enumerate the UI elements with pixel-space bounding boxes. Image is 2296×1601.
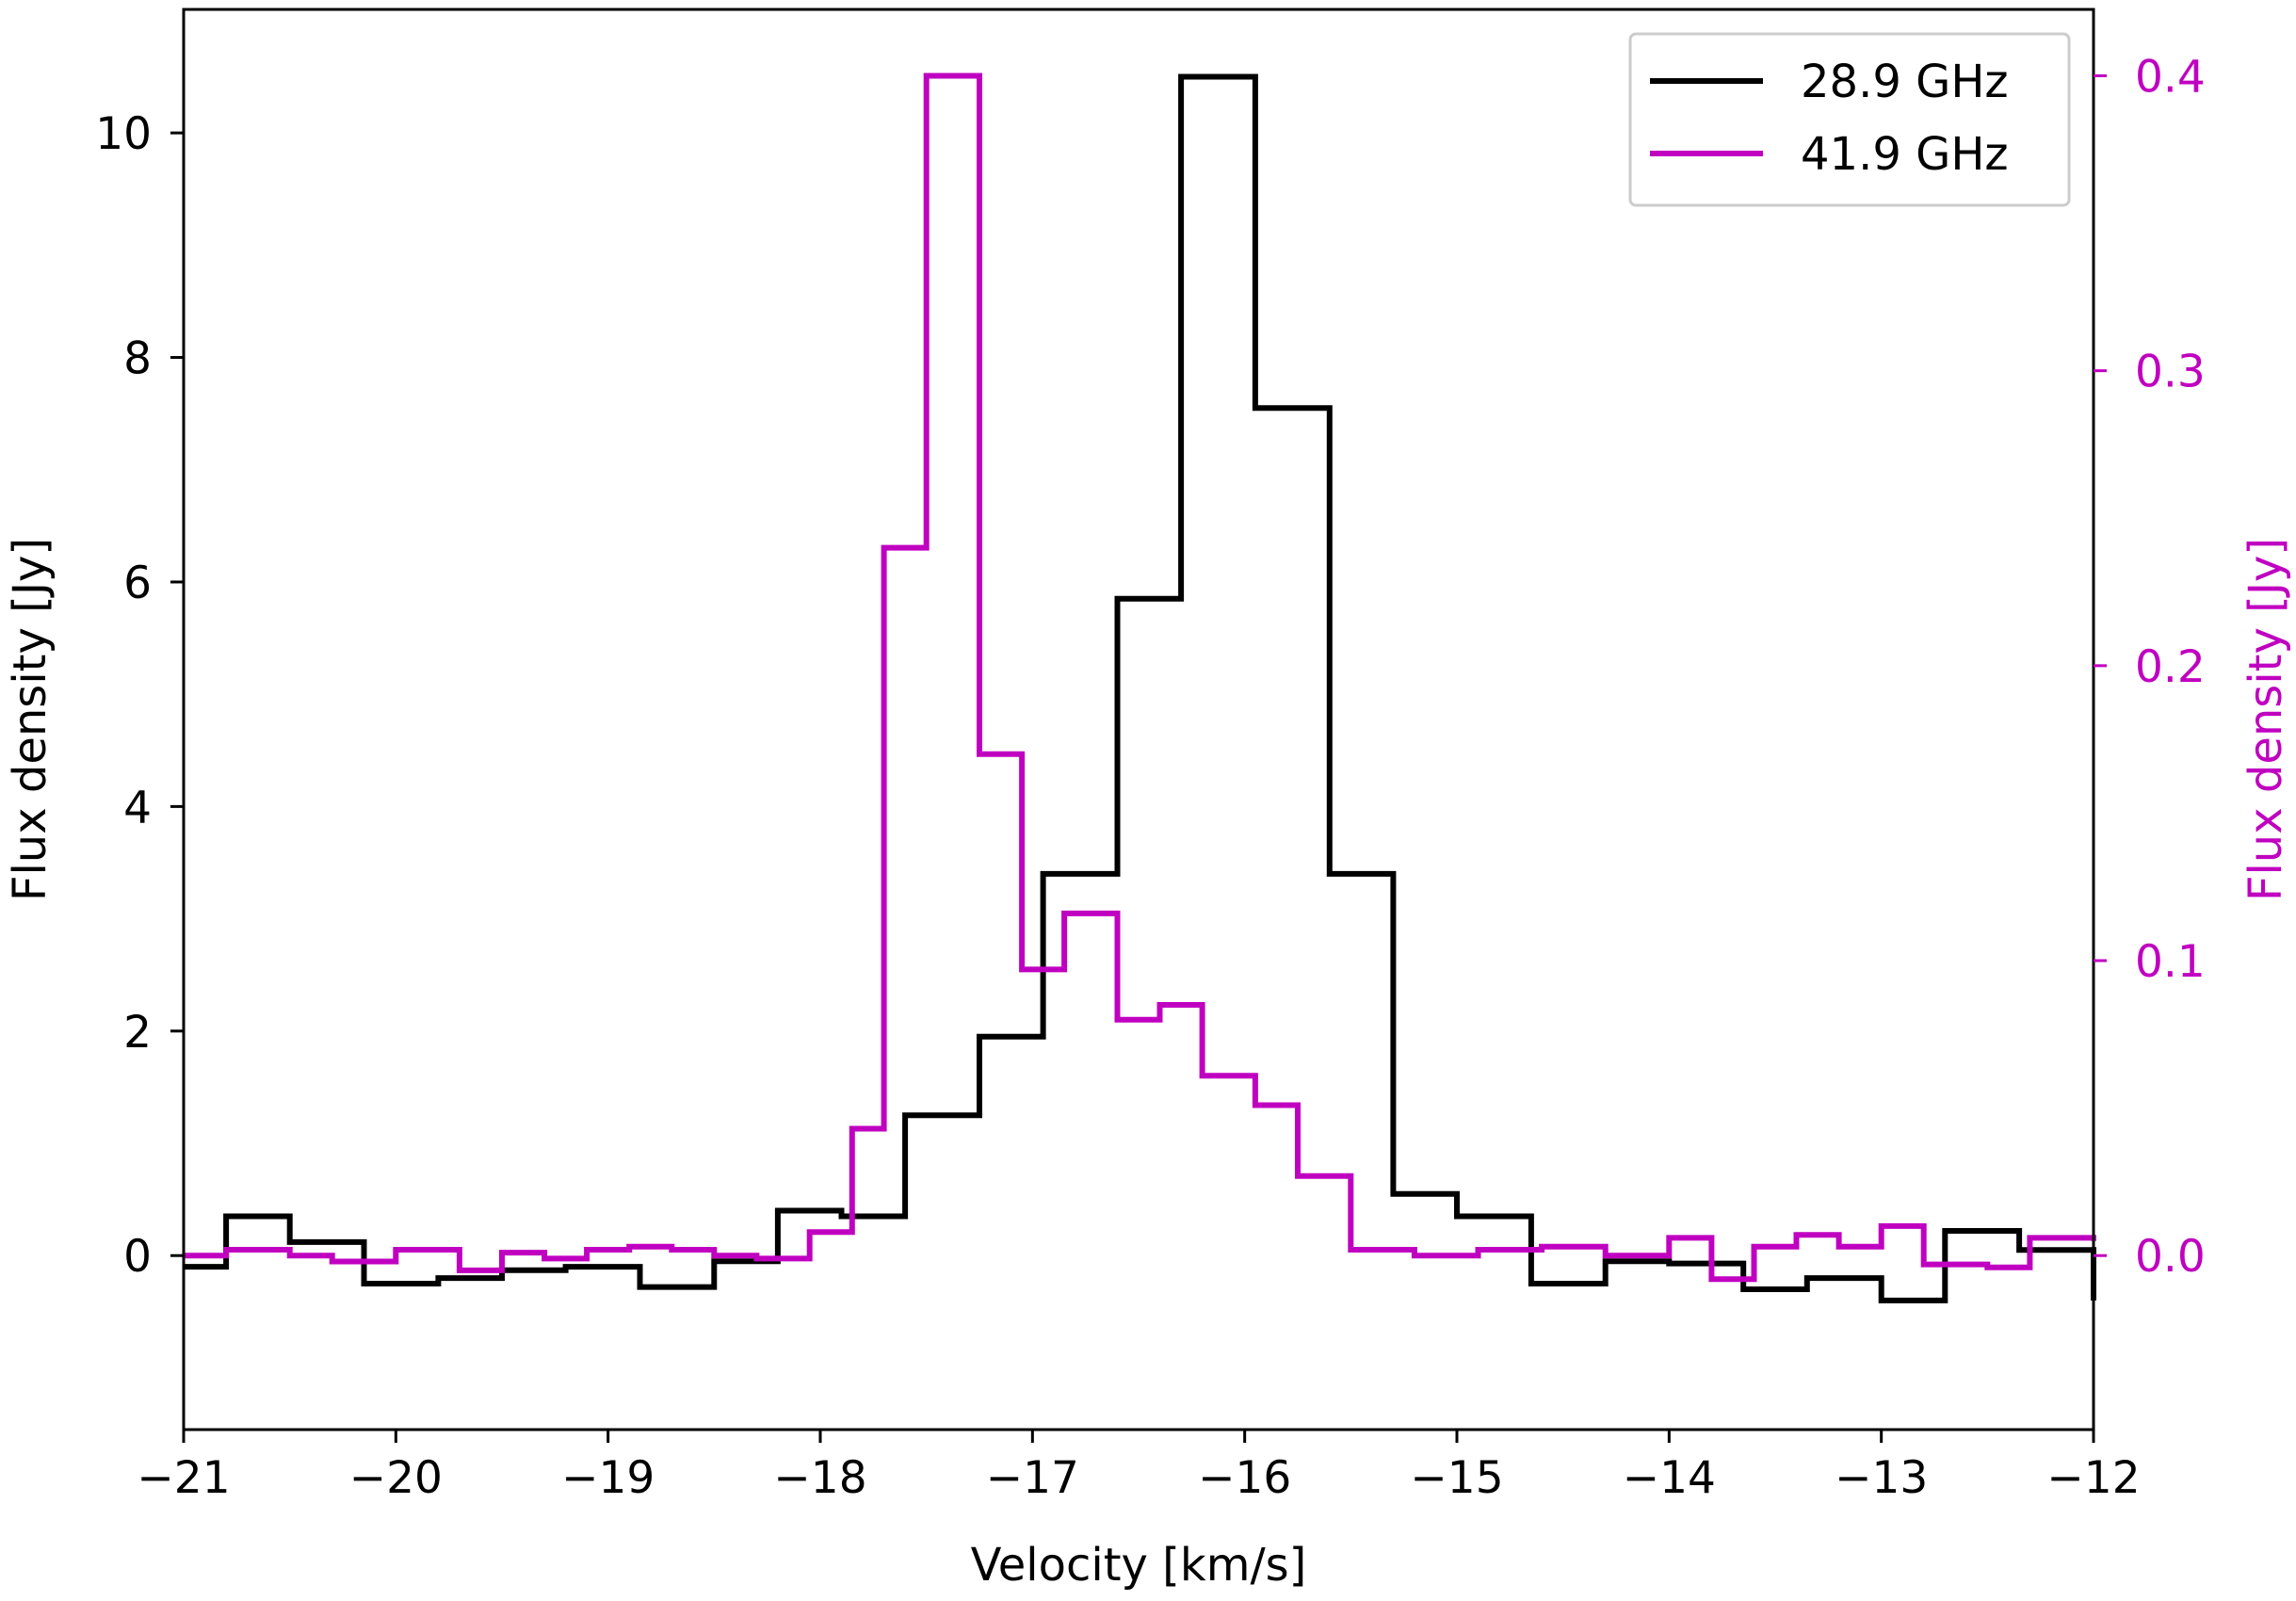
y-right-tick-label: 0.0 (2135, 1231, 2206, 1283)
y-left-tick-label: 8 (123, 333, 152, 385)
y-right-tick-label: 0.1 (2135, 936, 2206, 988)
x-tick-label: −12 (2046, 1452, 2140, 1504)
x-tick-label: −15 (1410, 1452, 1503, 1504)
legend-label-41-9ghz: 41.9 GHz (1801, 128, 2009, 181)
y-axis-right: 0.0 0.1 0.2 0.3 0.4 (2094, 51, 2206, 1283)
x-tick-label: −18 (773, 1452, 866, 1504)
x-tick-label: −20 (349, 1452, 443, 1504)
y-left-tick-label: 10 (95, 108, 152, 160)
x-tick-label: −17 (986, 1452, 1079, 1504)
y-axis-right-label: Flux density [Jy] (2239, 538, 2292, 901)
y-axis-left: 0 2 4 6 8 10 (95, 108, 184, 1283)
plot-series (184, 73, 2096, 1303)
legend-label-28-9ghz: 28.9 GHz (1801, 56, 2009, 108)
y-left-tick-label: 2 (123, 1007, 152, 1059)
y-right-tick-label: 0.4 (2135, 51, 2206, 103)
y-right-tick-label: 0.3 (2135, 347, 2206, 398)
x-axis: −21 −20 −19 −18 −17 −16 −15 −14 −13 −12 (137, 1430, 2141, 1504)
x-tick-label: −19 (561, 1452, 655, 1504)
y-axis-left-label: Flux density [Jy] (4, 538, 57, 901)
x-tick-label: −16 (1198, 1452, 1291, 1504)
x-tick-label: −13 (1835, 1452, 1928, 1504)
y-left-tick-label: 6 (123, 558, 152, 609)
y-right-tick-label: 0.2 (2135, 641, 2206, 693)
y-left-tick-label: 4 (123, 782, 152, 833)
legend: 28.9 GHz 41.9 GHz (1628, 32, 2071, 207)
x-axis-label: Velocity [km/s] (971, 1539, 1307, 1592)
plot-frame (182, 8, 2095, 1431)
series-line-41-9-ghz (184, 73, 2096, 1283)
legend-box (1628, 32, 2071, 207)
x-tick-label: −14 (1623, 1452, 1716, 1504)
series-line-28-9-ghz (184, 73, 2096, 1303)
y-left-tick-label: 0 (123, 1231, 152, 1283)
x-tick-label: −21 (137, 1452, 230, 1504)
